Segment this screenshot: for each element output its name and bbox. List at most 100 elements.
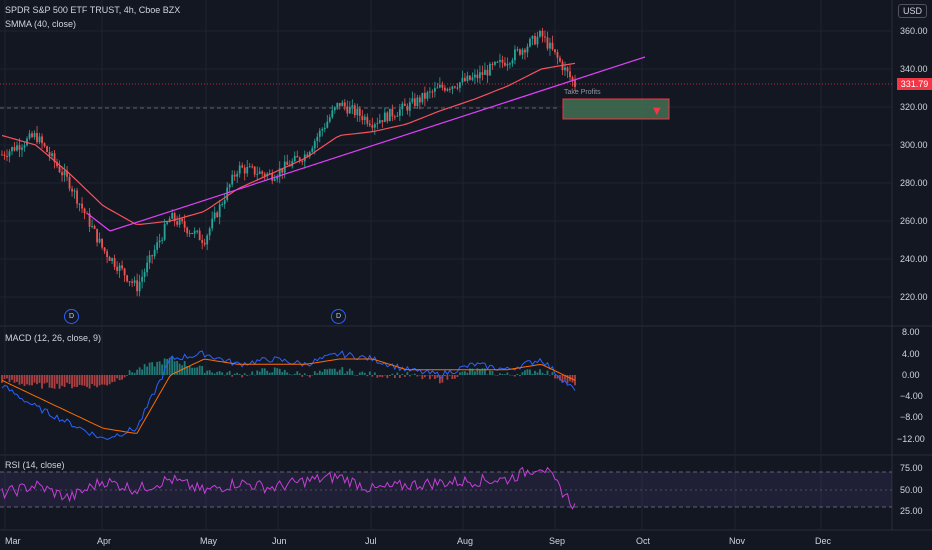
macd-histogram-bar: [406, 372, 409, 375]
macd-histogram-bar: [158, 361, 161, 375]
candle-body: [3, 154, 6, 157]
candle-body: [178, 218, 181, 225]
macd-histogram-bar: [66, 375, 68, 383]
macd-histogram-bar: [361, 371, 364, 375]
candle-body: [188, 232, 191, 234]
macd-histogram-bar: [168, 357, 171, 375]
dividend-marker[interactable]: D: [64, 309, 79, 324]
candle-body: [531, 35, 534, 39]
candle-body: [198, 230, 201, 241]
candle-body: [136, 280, 139, 292]
macd-histogram-bar: [286, 372, 289, 375]
candle-body: [93, 225, 96, 229]
candle-body: [116, 266, 119, 271]
time-label-apr: Apr: [97, 536, 112, 546]
candle-body: [181, 218, 184, 222]
macd-histogram-bar: [396, 372, 399, 375]
macd-histogram-bar: [193, 367, 196, 375]
signal-line: [1, 358, 576, 434]
candle-body: [393, 116, 396, 118]
candle-body: [111, 258, 113, 261]
macd-histogram-bar: [208, 370, 211, 375]
candle-body: [83, 208, 86, 214]
candle-body: [489, 63, 491, 76]
macd-histogram-bar: [371, 375, 374, 377]
candle-body: [23, 145, 26, 148]
candle-body: [456, 87, 459, 89]
macd-histogram-bar: [378, 375, 381, 377]
candle-body: [143, 272, 146, 277]
candle-body: [341, 102, 344, 107]
macd-histogram-bar: [28, 375, 31, 386]
candle-body: [383, 112, 386, 123]
candle-body: [564, 67, 566, 71]
symbol-title[interactable]: SPDR S&P 500 ETF TRUST, 4h, Cboe BZX: [5, 5, 181, 15]
dividend-marker[interactable]: D: [331, 309, 346, 324]
macd-histogram-bar: [466, 372, 469, 375]
candle-body: [311, 148, 314, 152]
candle-body: [33, 133, 36, 138]
candle-body: [474, 74, 476, 78]
currency-badge[interactable]: USD: [897, 4, 927, 18]
candle-body: [306, 154, 309, 157]
rsi-axis-label: 50.00: [900, 485, 923, 495]
macd-histogram-bar: [133, 372, 136, 375]
macd-histogram-bar: [506, 372, 509, 375]
price-label-280: 280.00: [900, 178, 928, 188]
macd-histogram-bar: [256, 370, 259, 375]
candle-body: [68, 176, 71, 189]
rsi-title[interactable]: RSI (14, close): [5, 460, 65, 470]
macd-histogram-bar: [504, 374, 506, 375]
rsi-line: [1, 466, 576, 510]
candle-body: [338, 102, 341, 107]
candle-body: [408, 102, 411, 111]
candle-body: [366, 116, 369, 124]
macd-histogram-bar: [41, 375, 43, 389]
candle-body: [323, 127, 326, 130]
macd-histogram-bar: [306, 375, 309, 376]
macd-histogram-bar: [36, 375, 38, 385]
macd-histogram-bar: [276, 368, 279, 375]
candle-body: [346, 106, 349, 114]
candle-body: [401, 103, 404, 110]
macd-histogram-bar: [136, 369, 139, 375]
macd-histogram-bar: [1, 375, 3, 383]
macd-histogram-bar: [489, 370, 491, 375]
take-profit-zone[interactable]: [562, 98, 670, 120]
candle-body: [443, 87, 446, 91]
macd-histogram-bar: [128, 370, 131, 375]
macd-histogram-bar: [559, 375, 561, 381]
time-label-mar: Mar: [5, 536, 21, 546]
candle-body: [298, 157, 301, 161]
candle-body: [499, 59, 501, 62]
candle-body: [268, 173, 271, 175]
macd-histogram-bar: [433, 375, 436, 379]
macd-histogram-bar: [496, 375, 499, 376]
macd-histogram-bar: [509, 374, 511, 376]
time-label-may: May: [200, 536, 218, 546]
candle-body: [296, 155, 299, 158]
macd-histogram-bar: [441, 375, 444, 383]
candle-body: [243, 167, 246, 174]
macd-title[interactable]: MACD (12, 26, close, 9): [5, 333, 102, 343]
macd-histogram-bar: [88, 375, 91, 389]
time-label-nov: Nov: [729, 536, 746, 546]
candle-body: [226, 187, 229, 201]
macd-histogram-bar: [191, 367, 194, 375]
macd-histogram-bar: [246, 375, 249, 376]
candle-body: [1, 154, 3, 156]
macd-histogram-bar: [549, 375, 551, 376]
price-label-260: 260.00: [900, 216, 928, 226]
candle-body: [51, 153, 53, 156]
candle-body: [506, 63, 509, 66]
candle-body: [451, 86, 454, 90]
candle-body: [554, 49, 556, 53]
trendline[interactable]: [109, 56, 646, 232]
macd-histogram-bar: [526, 369, 529, 375]
macd-histogram-bar: [228, 370, 231, 375]
smma-indicator-label[interactable]: SMMA (40, close): [5, 19, 77, 29]
candle-body: [141, 276, 144, 282]
candle-body: [258, 171, 261, 174]
macd-histogram-bar: [461, 371, 464, 375]
